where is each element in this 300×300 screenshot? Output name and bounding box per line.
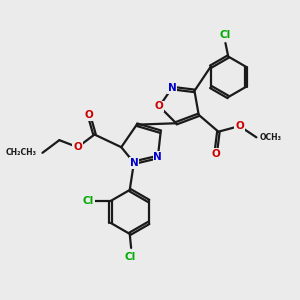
Text: OCH₃: OCH₃	[259, 133, 281, 142]
Text: O: O	[235, 121, 244, 131]
Text: N: N	[130, 158, 138, 168]
Text: Cl: Cl	[124, 252, 135, 262]
Text: N: N	[154, 152, 162, 162]
Text: O: O	[73, 142, 82, 152]
Text: O: O	[85, 110, 93, 120]
Text: O: O	[211, 149, 220, 159]
Text: Cl: Cl	[82, 196, 94, 206]
Text: O: O	[155, 101, 164, 111]
Text: CH₂CH₃: CH₂CH₃	[6, 148, 37, 157]
Text: Cl: Cl	[220, 30, 231, 40]
Text: N: N	[168, 83, 176, 93]
